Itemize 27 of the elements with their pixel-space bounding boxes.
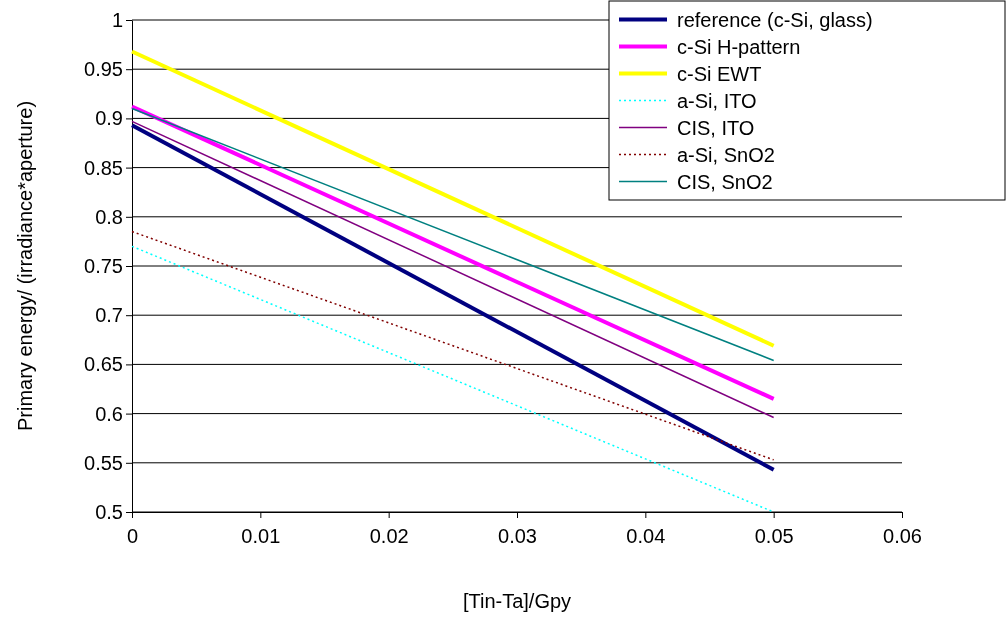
y-tick-label: 0.95 [84,58,123,81]
x-tick-label: 0.03 [498,525,537,547]
y-tick-label: 0.8 [95,205,123,228]
legend-label: CIS, ITO [677,116,755,139]
y-tick-label: 0.55 [84,451,123,474]
y-tick-label: 0.85 [84,156,123,179]
x-tick-label: 0.01 [241,525,281,547]
y-tick-label: 0.9 [95,107,123,130]
legend-label: a-Si, SnO2 [677,143,775,166]
y-axis-title: Primary energy/ (irradiance*aperture) [14,100,36,432]
x-tick-label: 0.04 [626,525,666,547]
y-tick-label: 1 [111,8,123,31]
x-tick-label: 0 [126,525,139,547]
x-tick-label: 0.02 [369,525,409,547]
x-tick-label: 0.06 [883,525,922,547]
x-axis-title: [Tin-Ta]/Gpy [462,590,572,612]
y-tick-label: 0.5 [95,500,123,523]
y-tick-label: 0.65 [84,353,123,376]
legend-label: c-Si EWT [677,62,762,85]
legend-label: CIS, SnO2 [677,170,773,193]
y-tick-label: 0.7 [95,304,123,327]
legend-label: reference (c-Si, glass) [677,8,873,31]
x-tick-label: 0.05 [754,525,794,547]
legend-label: c-Si H-pattern [677,35,801,58]
legend-label: a-Si, ITO [677,89,757,112]
y-tick-label: 0.6 [95,402,123,425]
y-tick-label: 0.75 [84,254,123,277]
